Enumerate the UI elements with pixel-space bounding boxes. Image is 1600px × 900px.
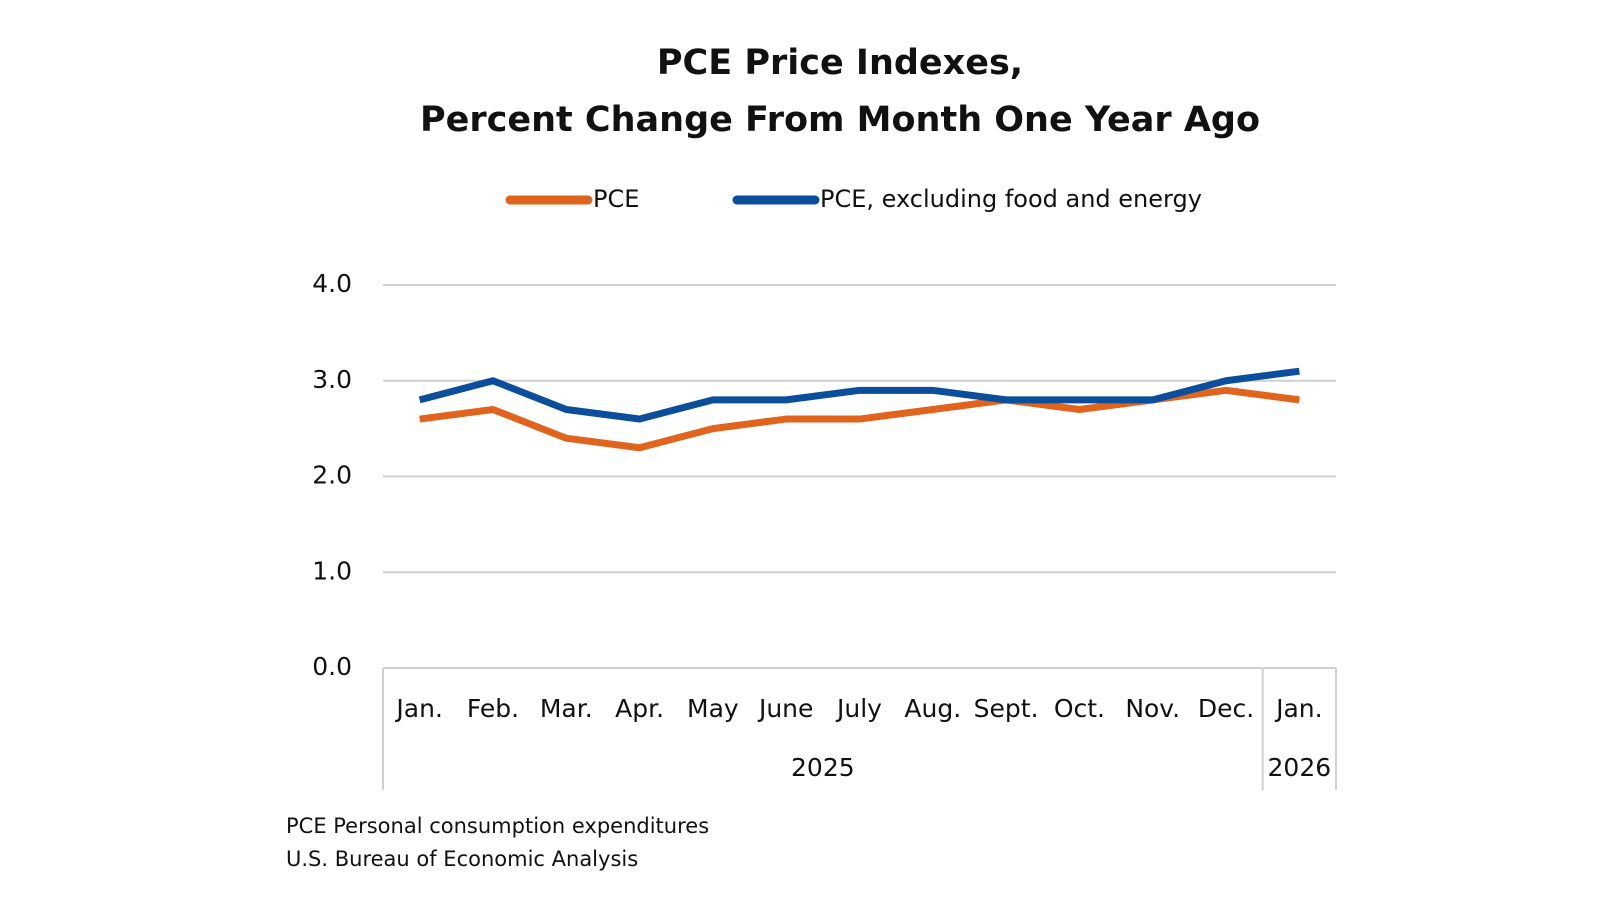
y-tick-label: 1.0 (312, 556, 352, 585)
x-tick-label: Dec. (1198, 694, 1254, 723)
series-line (418, 367, 1300, 423)
y-tick-label: 4.0 (312, 269, 352, 298)
x-tick-label: May (687, 694, 739, 723)
legend-label: PCE (593, 185, 639, 213)
x-tick-label: Aug. (904, 694, 961, 723)
chart-title: PCE Price Indexes, (657, 43, 1023, 83)
x-group-label: 2025 (791, 753, 855, 782)
legend-label: PCE, excluding food and energy (820, 185, 1202, 213)
x-tick-label: Jan. (1274, 694, 1322, 723)
x-tick-label: June (757, 694, 813, 723)
x-tick-label: Apr. (615, 694, 664, 723)
x-tick-label: Nov. (1125, 694, 1180, 723)
y-tick-label: 3.0 (312, 365, 352, 394)
x-group-label: 2026 (1268, 753, 1332, 782)
x-tick-label: Jan. (394, 694, 442, 723)
x-tick-label: Oct. (1054, 694, 1105, 723)
y-tick-label: 0.0 (312, 652, 352, 681)
footnote: U.S. Bureau of Economic Analysis (286, 847, 638, 871)
footnote: PCE Personal consumption expenditures (286, 814, 709, 838)
x-tick-label: Feb. (467, 694, 519, 723)
y-tick-label: 2.0 (312, 461, 352, 490)
x-tick-label: Mar. (540, 694, 593, 723)
x-tick-label: July (835, 694, 882, 723)
chart-subtitle: Percent Change From Month One Year Ago (420, 100, 1260, 140)
x-tick-label: Sept. (974, 694, 1039, 723)
